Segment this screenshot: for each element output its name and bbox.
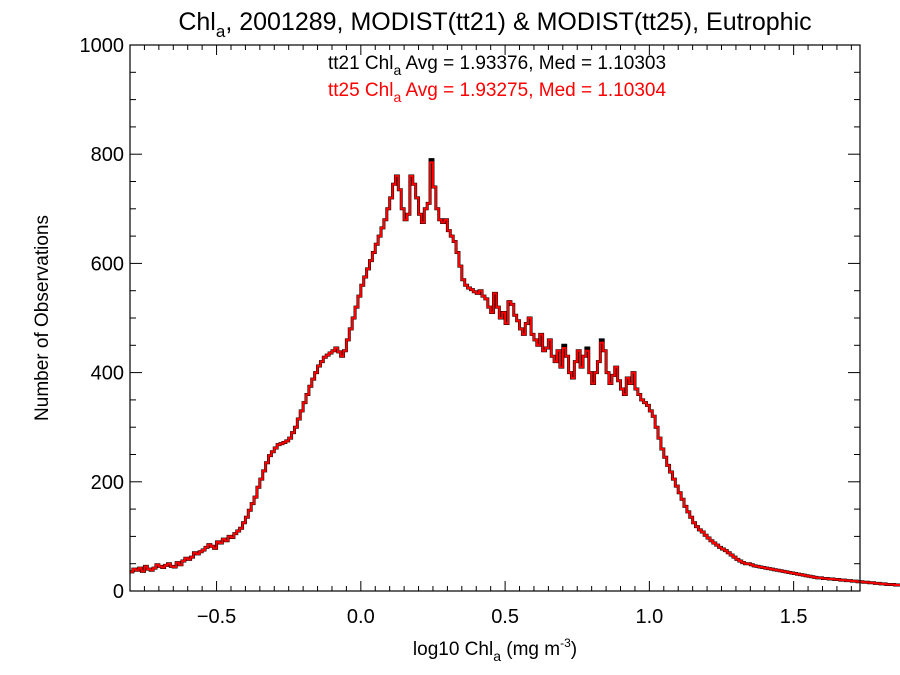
tick-labels: −0.5 0.0 0.5 1.0 1.5 0 200 400 600 800 1000: [80, 35, 808, 628]
y-tick-label: 0: [113, 581, 124, 603]
series-layer: [130, 158, 900, 587]
y-tick-label: 1000: [80, 35, 125, 57]
y-tick-label: 600: [91, 253, 124, 275]
tt25-stats-annotation: tt25 Chla Avg = 1.93275, Med = 1.10304: [328, 80, 667, 105]
x-tick-label: 1.0: [635, 606, 663, 628]
x-tick-label: 1.5: [780, 606, 808, 628]
x-tick-label: 0.5: [491, 606, 519, 628]
y-tick-label: 400: [91, 363, 124, 385]
tt21-histogram-series: [130, 158, 900, 587]
x-axis-label: log10 Chla (mg m-3): [413, 636, 577, 664]
y-tick-label: 800: [91, 144, 124, 166]
chart-title: Chla, 2001289, MODIST(tt21) & MODIST(tt2…: [178, 8, 811, 41]
x-tick-label: −0.5: [197, 606, 236, 628]
y-axis-label: Number of Observations: [32, 215, 53, 421]
y-tick-label: 200: [91, 472, 124, 494]
tt25-histogram-series: [130, 161, 900, 586]
plot-frame: [129, 44, 861, 592]
x-tick-label: 0.0: [347, 606, 375, 628]
tt21-stats-annotation: tt21 Chla Avg = 1.93376, Med = 1.10303: [328, 53, 666, 78]
axis-ticks: [130, 44, 860, 592]
